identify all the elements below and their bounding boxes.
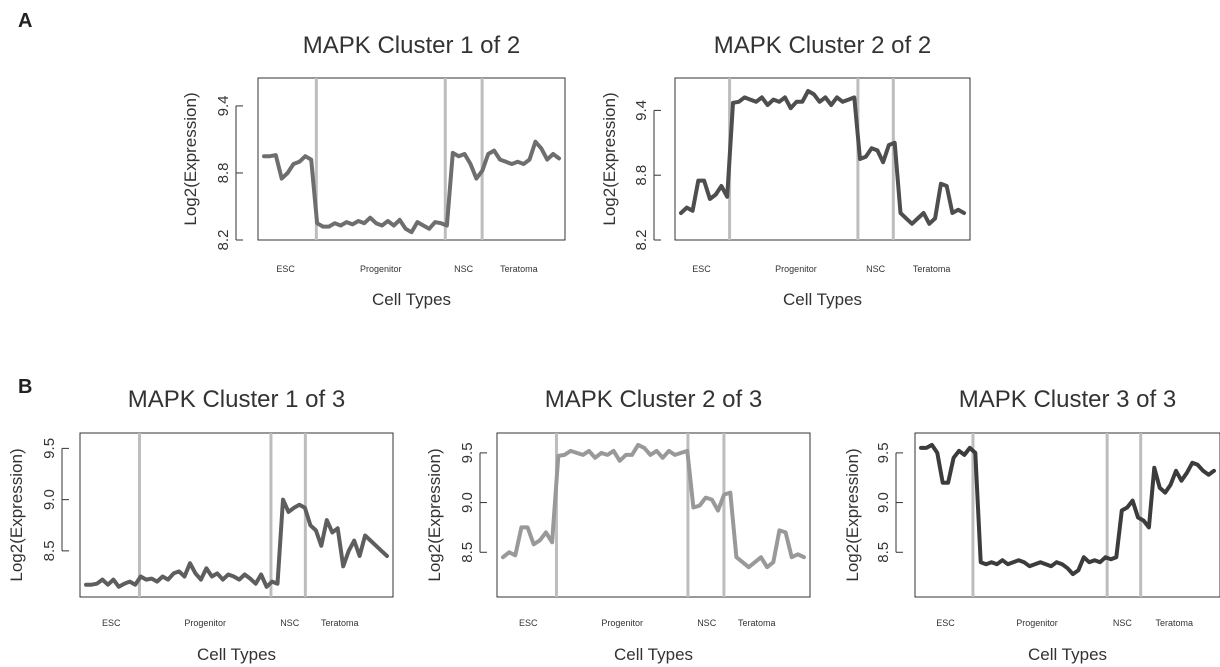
y-tick-label: 8.5 [875, 542, 892, 563]
y-tick-label: 8.8 [215, 163, 232, 184]
y-axis-label: Log2(Expression) [600, 92, 619, 225]
chart-3: MAPK Cluster 1 of 3 8.5 9.0 9.5 Log2(Express… [7, 386, 394, 664]
x-region-label: NSC [866, 264, 886, 274]
y-tick-label: 9.0 [41, 489, 58, 510]
y-tick-label: 8.2 [633, 230, 650, 251]
chart-title: MAPK Cluster 1 of 3 [128, 386, 345, 413]
y-tick-label: 8.8 [633, 165, 650, 186]
series-line [919, 442, 1216, 577]
panel-label-a: A [18, 10, 32, 32]
x-region-label: Progenitor [775, 264, 817, 274]
x-region-label: Progenitor [184, 618, 226, 628]
x-region-label: ESC [519, 618, 538, 628]
x-region-label: ESC [936, 618, 955, 628]
chart-5: MAPK Cluster 3 of 3 8.5 9.0 9.5 Log2(Express… [843, 386, 1220, 664]
y-tick-label: 9.4 [215, 96, 232, 117]
x-axis-label: Cell Types [372, 290, 451, 309]
series-line [262, 139, 561, 235]
x-region-label: NSC [697, 618, 717, 628]
y-axis-label: Log2(Expression) [7, 448, 26, 581]
chart-title: MAPK Cluster 3 of 3 [959, 386, 1176, 413]
y-tick-label: 8.2 [215, 230, 232, 251]
y-tick-label: 9.0 [459, 492, 476, 513]
y-tick-label: 8.5 [459, 542, 476, 563]
x-axis-label: Cell Types [783, 290, 862, 309]
y-axis-label: Log2(Expression) [843, 448, 862, 581]
series-line [501, 442, 806, 570]
chart-4: MAPK Cluster 2 of 3 8.5 9.0 9.5 Log2(Express… [425, 386, 811, 664]
panel-label-b: B [18, 376, 32, 398]
x-region-label: NSC [280, 618, 300, 628]
y-tick-label: 9.5 [41, 438, 58, 459]
x-region-label: NSC [454, 264, 474, 274]
plot-frame [257, 77, 566, 241]
y-axis-label: Log2(Expression) [425, 448, 444, 581]
x-region-label: Progenitor [1016, 618, 1058, 628]
y-tick-label: 9.4 [633, 100, 650, 121]
x-region-label: Teratoma [500, 264, 538, 274]
x-region-label: NSC [1113, 618, 1133, 628]
series-line [84, 497, 389, 589]
x-axis-label: Cell Types [614, 645, 693, 664]
plot-frame [914, 432, 1220, 598]
chart-1: MAPK Cluster 1 of 2 8.2 8.8 9.4 Log2(Express… [181, 32, 566, 309]
x-axis-label: Cell Types [197, 645, 276, 664]
y-tick-label: 9.5 [875, 442, 892, 463]
chart-title: MAPK Cluster 1 of 2 [303, 32, 520, 59]
x-region-label: ESC [102, 618, 121, 628]
y-tick-label: 9.0 [875, 492, 892, 513]
x-region-label: Progenitor [601, 618, 643, 628]
x-region-label: Teratoma [1155, 618, 1193, 628]
x-region-label: Teratoma [321, 618, 359, 628]
x-region-label: Teratoma [738, 618, 776, 628]
y-tick-label: 8.5 [41, 540, 58, 561]
plot-frame [79, 432, 394, 598]
charts-container: MAPK Cluster 1 of 2 8.2 8.8 9.4 Log2(Express… [7, 32, 1220, 664]
chart-title: MAPK Cluster 2 of 2 [714, 32, 931, 59]
y-tick-label: 9.5 [459, 442, 476, 463]
x-region-label: ESC [692, 264, 711, 274]
chart-title: MAPK Cluster 2 of 3 [545, 386, 762, 413]
series-line [679, 89, 966, 226]
y-axis-label: Log2(Expression) [181, 92, 200, 225]
x-region-label: Progenitor [360, 264, 402, 274]
chart-2: MAPK Cluster 2 of 2 8.2 8.8 9.4 Log2(Express… [600, 32, 971, 309]
x-region-label: ESC [276, 264, 295, 274]
plot-frame [496, 432, 811, 598]
plot-frame [674, 77, 971, 241]
x-region-label: Teratoma [913, 264, 951, 274]
x-axis-label: Cell Types [1028, 645, 1107, 664]
